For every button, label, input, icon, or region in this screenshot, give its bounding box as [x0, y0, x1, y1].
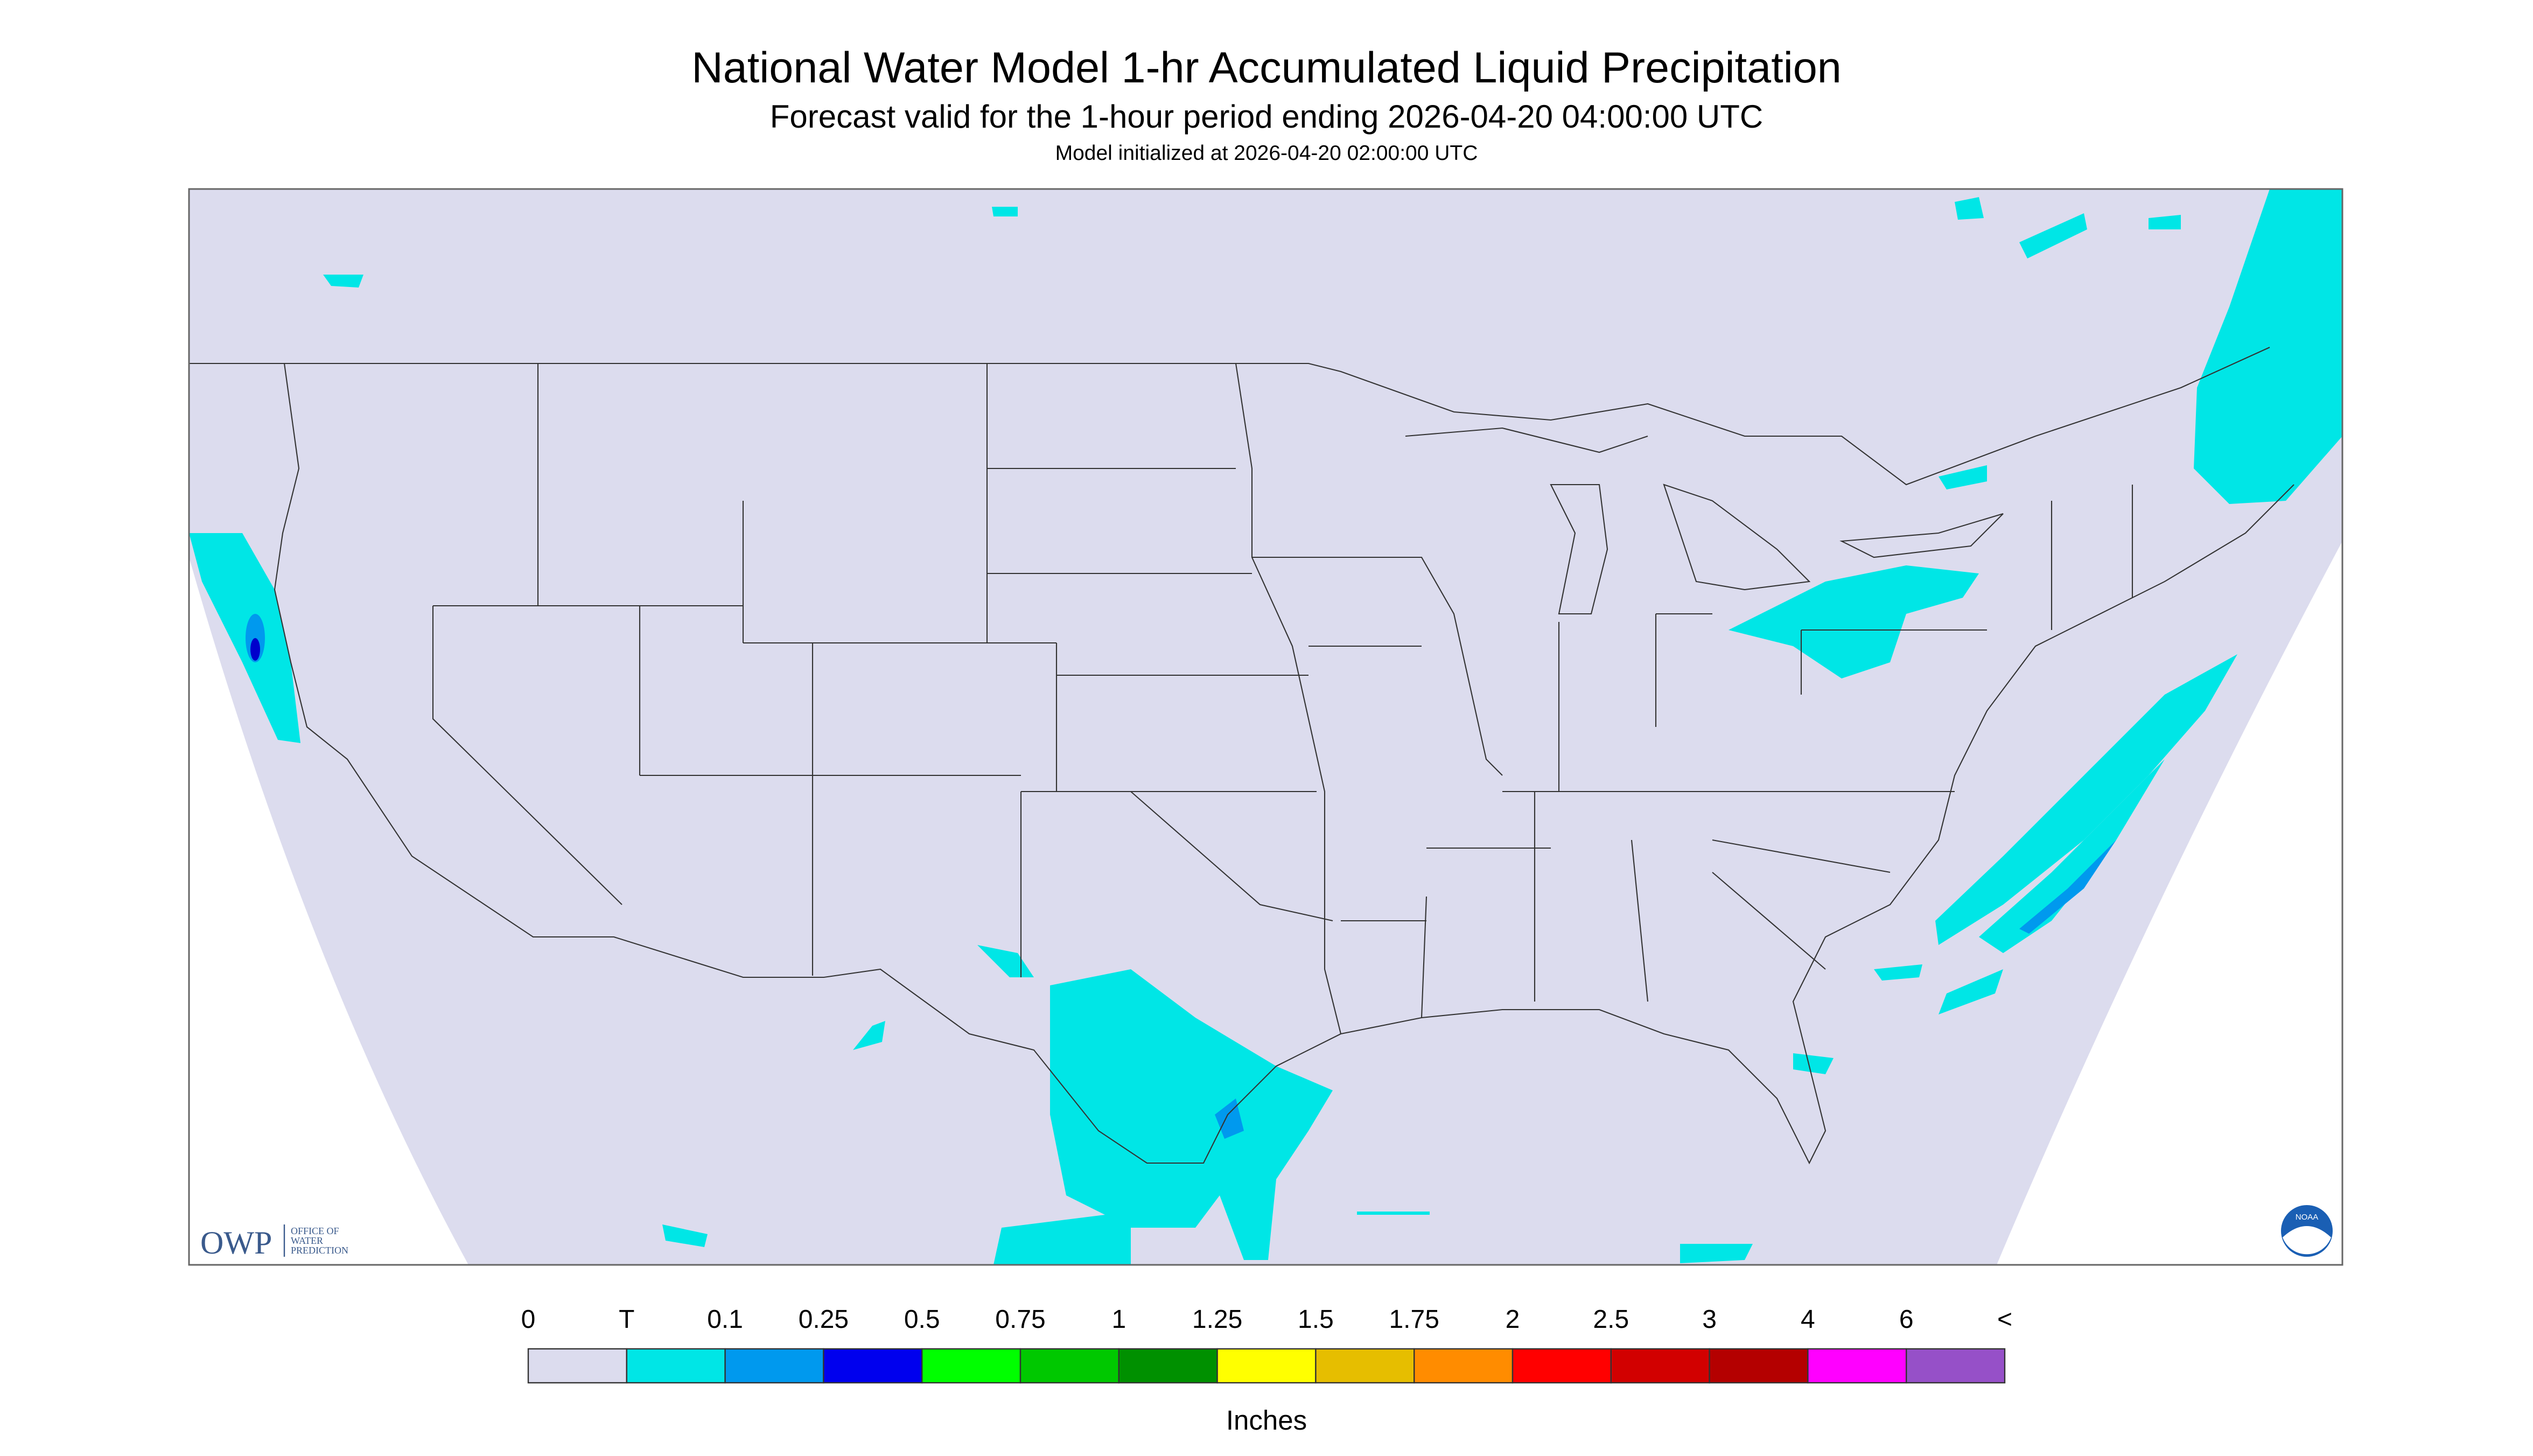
legend-label: 3 — [1702, 1305, 1717, 1334]
legend-swatch — [1414, 1348, 1514, 1384]
precip-northeast — [2194, 189, 2342, 505]
boundaries — [189, 347, 2294, 1165]
legend-swatch — [1216, 1348, 1317, 1384]
owp-logo: OWP — [200, 1225, 272, 1261]
owp-text: WATER — [291, 1235, 323, 1246]
legend-label: 1 — [1111, 1305, 1126, 1334]
model-domain — [189, 189, 2342, 1265]
precip-core — [1215, 1098, 1244, 1139]
legend-swatch — [1905, 1348, 2006, 1384]
legend-label: 1.5 — [1298, 1305, 1334, 1334]
legend-label: 1.75 — [1389, 1305, 1439, 1334]
precip-atlantic — [1935, 654, 2237, 946]
us-outline — [274, 363, 2294, 1165]
title: National Water Model 1-hr Accumulated Li… — [691, 44, 1842, 92]
great-lakes — [1405, 427, 2004, 615]
precip-atlantic-2 — [1979, 759, 2165, 954]
legend-swatch — [1019, 1348, 1120, 1384]
legend-swatch — [724, 1348, 824, 1384]
legend-label: 6 — [1899, 1305, 1914, 1334]
legend-label: 0.5 — [904, 1305, 940, 1334]
precip-great-lakes — [1729, 565, 1979, 679]
noaa-text: NOAA — [2296, 1213, 2319, 1222]
us-canada-border — [189, 347, 2270, 486]
precipitation — [189, 189, 2342, 1265]
owp-text: OFFICE OF — [291, 1226, 339, 1236]
precip-texas — [1050, 969, 1333, 1261]
state-lines — [432, 363, 2133, 1034]
legend-label: < — [1997, 1305, 2012, 1334]
legend-swatch — [1315, 1348, 1415, 1384]
legend-swatch — [921, 1348, 1021, 1384]
legend-swatch — [823, 1348, 923, 1384]
precip-west-coast — [189, 533, 300, 744]
legend-label: 0.25 — [799, 1305, 849, 1334]
legend-swatch — [1512, 1348, 1612, 1384]
legend-label: 1.25 — [1192, 1305, 1242, 1334]
legend-label: 0.1 — [707, 1305, 743, 1334]
noaa-logo-wave — [2283, 1226, 2331, 1255]
legend-label: 2 — [1506, 1305, 1520, 1334]
init-note: Model initialized at 2026-04-20 02:00:00… — [1055, 142, 1478, 165]
legend-label: 0 — [521, 1305, 536, 1334]
owp-text: PREDICTION — [291, 1245, 348, 1256]
subtitle: Forecast valid for the 1-hour period end… — [770, 99, 1763, 135]
legend-label: T — [619, 1305, 634, 1334]
precip-canada — [1955, 197, 2181, 259]
legend-unit: Inches — [1226, 1405, 1307, 1436]
legend-label: 2.5 — [1593, 1305, 1629, 1334]
legend-swatch — [1709, 1348, 1809, 1384]
legend-label: 4 — [1801, 1305, 1815, 1334]
legend: 0 T 0.1 0.25 0.5 0.75 1 1.25 1.5 1.75 2 2.5 3 4 6 < Inch… — [521, 1305, 2012, 1436]
legend-swatch — [626, 1348, 726, 1384]
plot-frame — [188, 188, 2343, 1266]
precip-core — [2019, 840, 2116, 934]
map-area: OWP OFFICE OF WATER PREDICTION NOAA — [188, 188, 2343, 1266]
precip-atlantic-3 — [1939, 969, 2003, 1015]
legend-label: 0.75 — [995, 1305, 1045, 1334]
precip-texas-south — [993, 1212, 1131, 1265]
legend-swatch — [1118, 1348, 1218, 1384]
precip-core — [250, 638, 260, 661]
legend-swatch — [527, 1348, 628, 1384]
legend-swatch — [1610, 1348, 1710, 1384]
legend-swatch — [1807, 1348, 1907, 1384]
